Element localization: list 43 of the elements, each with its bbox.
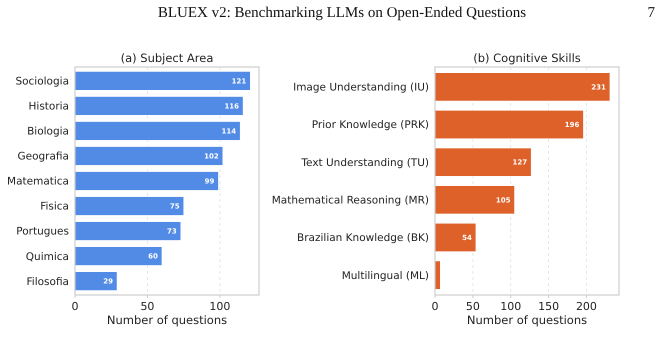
y-tick-label: Multilingual (ML) [342,270,429,282]
chart-title: (a) Subject Area [120,51,214,65]
bar [74,196,184,216]
y-tick-label: Brazilian Knowledge (BK) [297,232,429,244]
y-tick-label: Text Understanding (TU) [300,156,429,169]
bar [74,96,244,116]
bar [434,223,476,252]
bar [74,221,182,241]
bar [434,110,584,139]
x-tick-label: 0 [72,300,78,313]
y-tick-label: Quimica [26,250,69,263]
chart-title: (b) Cognitive Skills [473,51,581,65]
x-tick-label: 50 [140,300,154,313]
bar [74,246,162,266]
y-tick-label: Image Understanding (IU) [293,82,429,94]
text: BLUEX v2: Benchmarking LLMs on Open-Ended Questions [158,5,526,21]
x-axis-title: Number of questions [466,313,588,327]
y-tick-label: Matematica [7,176,69,188]
y-tick-label: Mathematical Reasoning (MR) [272,194,429,206]
y-tick-label: Geografia [18,150,69,163]
x-tick-label: 150 [538,300,560,313]
x-tick-label: 0 [432,300,438,313]
x-tick-label: 100 [500,300,522,313]
y-tick-label: Biologia [27,126,69,138]
y-tick-label: Historia [28,100,69,113]
y-tick-label: Fisica [40,200,69,213]
x-tick-label: 200 [576,300,597,313]
bar [434,185,515,214]
y-tick-label: Portugues [16,226,69,238]
bar [74,71,251,91]
x-tick-label: 100 [209,300,230,313]
bar [74,171,219,191]
y-tick-label: Sociologia [15,76,69,88]
bar [74,271,118,291]
x-axis-title: Number of questions [106,313,228,327]
bar [74,121,240,141]
bar [434,148,532,177]
bar [74,146,224,166]
bar [434,72,610,102]
y-tick-label: Filosofia [26,276,69,288]
y-tick-label: Prior Knowledge (PRK) [312,119,429,132]
text: 7 [648,5,656,21]
x-tick-label: 50 [466,300,480,313]
